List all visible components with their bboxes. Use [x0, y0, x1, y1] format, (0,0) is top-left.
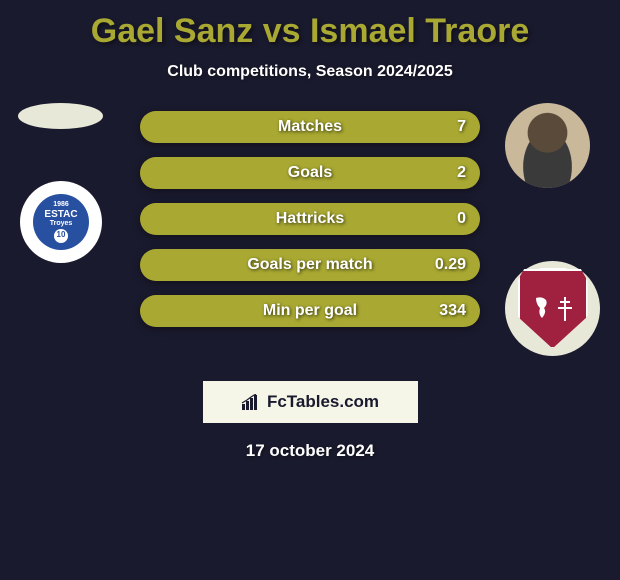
stat-row-hattricks: Hattricks 0 [140, 203, 480, 235]
club-right-badge-inner: MET [518, 269, 588, 349]
stat-value-right: 0.29 [435, 256, 466, 274]
stat-value-right: 0 [457, 210, 466, 228]
club-left-number: 10 [54, 229, 68, 243]
page-title: Gael Sanz vs Ismael Traore [0, 0, 620, 51]
stat-value-right: 2 [457, 164, 466, 182]
club-left-name1: ESTAC [44, 209, 77, 220]
club-left-badge: 1986 ESTAC Troyes 10 [20, 181, 102, 263]
stat-row-mpg: Min per goal 334 [140, 295, 480, 327]
player-right-avatar [505, 103, 590, 188]
club-left-name2: Troyes [50, 220, 73, 228]
stat-label: Matches [278, 118, 342, 136]
stat-row-goals: Goals 2 [140, 157, 480, 189]
bar-chart-icon [241, 394, 261, 410]
player-left-avatar [18, 103, 103, 129]
stat-label: Goals per match [247, 256, 372, 274]
stat-label: Min per goal [263, 302, 357, 320]
stat-label: Goals [288, 164, 332, 182]
club-right-shield [518, 269, 588, 349]
brand-box[interactable]: FcTables.com [203, 381, 418, 423]
club-left-year: 1986 [53, 201, 69, 209]
stat-value-right: 334 [439, 302, 466, 320]
dragon-icon [532, 296, 552, 322]
stat-row-gpm: Goals per match 0.29 [140, 249, 480, 281]
club-right-badge: MET [505, 261, 600, 356]
club-left-badge-inner: 1986 ESTAC Troyes 10 [33, 194, 89, 250]
stat-row-matches: Matches 7 [140, 111, 480, 143]
page-subtitle: Club competitions, Season 2024/2025 [0, 63, 620, 81]
stats-area: 1986 ESTAC Troyes 10 MET Matches 7 Goals… [0, 111, 620, 361]
brand-text: FcTables.com [267, 392, 379, 412]
stat-value-right: 7 [457, 118, 466, 136]
stat-label: Hattricks [276, 210, 344, 228]
footer-date: 17 october 2024 [0, 441, 620, 461]
cross-lorraine-icon [556, 297, 574, 321]
